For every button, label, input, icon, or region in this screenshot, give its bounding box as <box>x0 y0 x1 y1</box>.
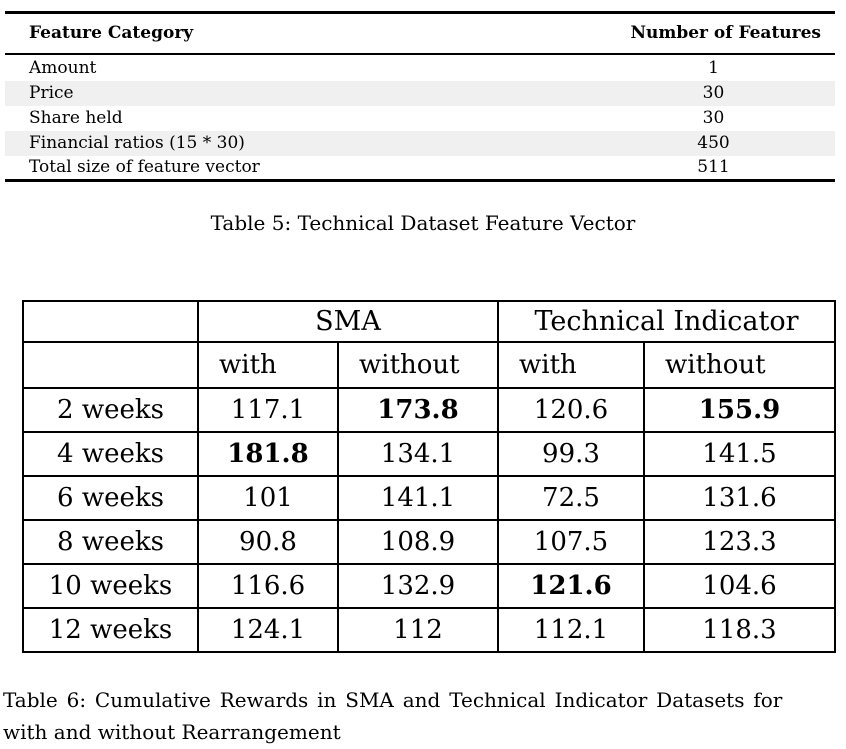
table6-cell: 124.1 <box>197 607 339 653</box>
table5-header-row: Feature Category Number of Features <box>5 13 835 54</box>
table6-row-4-weeks: 4 weeks 181.8 134.1 99.3 141.5 <box>22 431 837 477</box>
table6-cell: 116.6 <box>197 563 339 609</box>
table6-row-6-weeks: 6 weeks 101 141.1 72.5 131.6 <box>22 475 837 521</box>
table5-cell-category: Amount <box>29 57 97 78</box>
table6-blank-cell <box>22 341 199 389</box>
table6-row-10-weeks: 10 weeks 116.6 132.9 121.6 104.6 <box>22 563 837 609</box>
table5-row-share-held: Share held 30 <box>5 106 835 131</box>
table6-cell: 101 <box>197 475 339 521</box>
table6-cell: 107.5 <box>497 519 645 565</box>
table5-cell-category: Financial ratios (15 * 30) <box>29 133 245 153</box>
feature-vector-table: Feature Category Number of Features Amou… <box>5 11 835 182</box>
table6-row-label: 10 weeks <box>22 563 199 609</box>
table5-cell-category: Price <box>29 83 74 103</box>
table6-row-label: 8 weeks <box>22 519 199 565</box>
table6-cell-bold: 121.6 <box>497 563 645 609</box>
table6-subheader-sma-without: without <box>337 341 499 389</box>
table5-cell-category: Share held <box>29 108 123 128</box>
table6-group-technical-indicator: Technical Indicator <box>496 300 837 343</box>
table5-cell-count: 511 <box>697 157 730 178</box>
table6-cell: 112 <box>337 607 499 653</box>
table6-row-label: 6 weeks <box>22 475 199 521</box>
table5-header-number-of-features: Number of Features <box>630 23 821 44</box>
table6-cell: 72.5 <box>497 475 645 521</box>
table6-cell: 131.6 <box>642 475 837 521</box>
table6-caption-line1: Table 6: Cumulative Rewards in SMA and T… <box>3 688 783 712</box>
table6-row-label: 2 weeks <box>22 387 199 433</box>
table6-cell: 90.8 <box>197 519 339 565</box>
table6-cell: 141.1 <box>337 475 499 521</box>
table6-cell: 123.3 <box>642 519 837 565</box>
table6-row-2-weeks: 2 weeks 117.1 173.8 120.6 155.9 <box>22 387 837 433</box>
table6-corner-cell <box>22 300 199 343</box>
table5-caption: Table 5: Technical Dataset Feature Vecto… <box>210 211 636 235</box>
table6-cell: 104.6 <box>642 563 837 609</box>
table5-cell-count: 30 <box>702 83 725 103</box>
cumulative-rewards-table: SMA Technical Indicator with without wit… <box>22 300 837 653</box>
table5-row-financial-ratios: Financial ratios (15 * 30) 450 <box>5 130 835 156</box>
table6-group-header-row: SMA Technical Indicator <box>22 300 837 343</box>
table6-caption-line2: with and without Rearrangement <box>3 720 341 744</box>
table6-row-12-weeks: 12 weeks 124.1 112 112.1 118.3 <box>22 607 837 653</box>
table6-sub-header-row: with without with without <box>22 341 837 389</box>
table5-row-total-size: Total size of feature vector 511 <box>5 156 835 181</box>
table6-cell: 120.6 <box>497 387 645 433</box>
table6-cell: 141.5 <box>642 431 837 477</box>
table6-subheader-ti-without: without <box>642 341 837 389</box>
table6-cell: 99.3 <box>497 431 645 477</box>
table6-cell: 118.3 <box>642 607 837 653</box>
table6-group-sma: SMA <box>197 300 499 343</box>
table6-cell-bold: 181.8 <box>197 431 339 477</box>
table6-subheader-sma-with: with <box>197 341 339 389</box>
table5-cell-count: 450 <box>697 133 730 153</box>
table6-cell: 134.1 <box>337 431 499 477</box>
table6-cell: 112.1 <box>497 607 645 653</box>
table6-row-label: 4 weeks <box>22 431 199 477</box>
table5-cell-count: 1 <box>708 57 719 78</box>
table5-cell-count: 30 <box>702 108 725 128</box>
table6-cell: 117.1 <box>197 387 339 433</box>
table6-subheader-ti-with: with <box>497 341 645 389</box>
table6-cell-bold: 155.9 <box>642 387 837 433</box>
table6-caption: Table 6: Cumulative Rewards in SMA and T… <box>3 684 846 748</box>
table6-cell: 132.9 <box>337 563 499 609</box>
table6-row-label: 12 weeks <box>22 607 199 653</box>
table6-cell: 108.9 <box>337 519 499 565</box>
table5-header-feature-category: Feature Category <box>29 23 194 44</box>
table5-row-amount: Amount 1 <box>5 54 835 81</box>
table5-row-price: Price 30 <box>5 80 835 106</box>
table5-cell-category: Total size of feature vector <box>29 157 260 178</box>
table6-row-8-weeks: 8 weeks 90.8 108.9 107.5 123.3 <box>22 519 837 565</box>
table6-cell-bold: 173.8 <box>337 387 499 433</box>
